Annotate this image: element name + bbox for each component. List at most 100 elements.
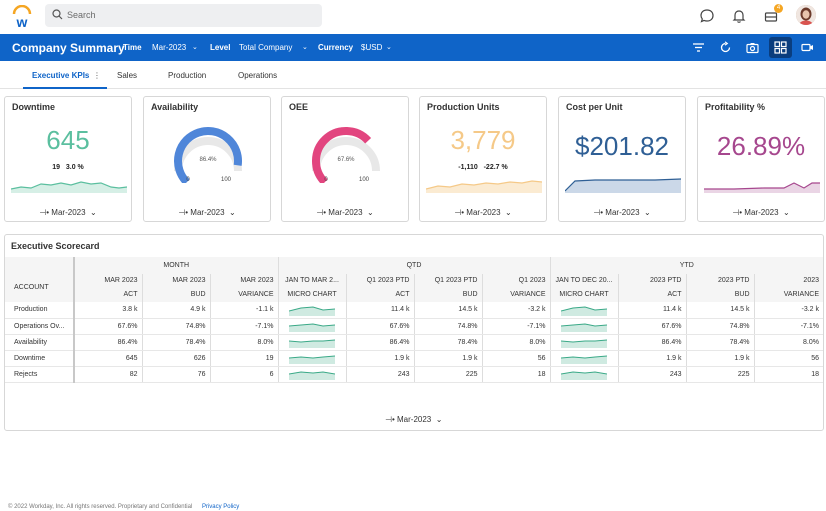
col-header[interactable]: JAN TO DEC 20... MICRO CHART (550, 274, 619, 302)
camera-icon[interactable] (746, 41, 759, 54)
kpi-period-selector[interactable]: ⊣• Mar-2023 ⌄ (282, 208, 408, 217)
tab-sales[interactable]: Sales (117, 71, 138, 80)
gauge-max: 100 (221, 177, 232, 183)
table-cell: 18 (754, 366, 823, 383)
kpi-title: OEE (289, 102, 309, 112)
level-filter-value[interactable]: Total Company (239, 43, 293, 52)
table-cell: 14.5 k (414, 302, 483, 319)
col-header[interactable]: JAN TO MAR 2... MICRO CHART (278, 274, 347, 302)
account-cell[interactable]: Operations Ov... (5, 318, 75, 335)
col-header[interactable]: MAR 2023 BUD (142, 274, 211, 302)
account-cell[interactable]: Rejects (5, 366, 75, 383)
table-cell: 11.4 k (618, 302, 687, 319)
table-cell: -3.2 k (754, 302, 823, 319)
availability-gauge: 86.4% 0 100 (174, 127, 242, 183)
time-chevron-down-icon[interactable]: ⌄ (192, 44, 198, 51)
chevron-down-icon: ⌄ (364, 208, 374, 217)
workday-logo-icon[interactable]: w (10, 5, 34, 29)
table-cell: 74.8% (414, 318, 483, 335)
period-pin-icon: ⊣• (385, 415, 395, 424)
kpi-card-profitability[interactable]: Profitability % 26.89% ⊣• Mar-2023 ⌄ (697, 96, 825, 222)
inbox-icon[interactable] (763, 8, 779, 24)
scorecard-period-selector[interactable]: ⊣• Mar-2023 ⌄ (385, 415, 442, 424)
kpi-period-selector[interactable]: ⊣• Mar-2023 ⌄ (559, 208, 685, 217)
kpi-period: Mar-2023 (51, 208, 86, 217)
col-header[interactable]: 2023 PTD BUD (686, 274, 755, 302)
kpi-card-oee[interactable]: OEE 67.6% 0 100 ⊣• Mar-2023 ⌄ (281, 96, 409, 222)
tab-operations[interactable]: Operations (238, 71, 278, 80)
chevron-down-icon: ⌄ (87, 208, 97, 217)
currency-chevron-down-icon[interactable]: ⌄ (386, 44, 392, 51)
table-row[interactable]: Downtime 645 626 19 1.9 k 1.9 k 56 1.9 k 1.9 k 56 (5, 350, 823, 367)
col-header[interactable]: Q1 2023 PTD ACT (346, 274, 415, 302)
kpi-title: Cost per Unit (566, 102, 623, 112)
table-cell: 8.0% (210, 334, 279, 351)
table-row[interactable]: Production 3.8 k 4.9 k -1.1 k 11.4 k 14.5 k -3… (5, 302, 823, 319)
micro-chart (289, 355, 335, 364)
account-cell[interactable]: Production (5, 302, 75, 319)
video-icon[interactable] (801, 41, 814, 54)
kpi-value: 3,779 (450, 125, 516, 155)
avatar[interactable] (796, 5, 816, 25)
filter-icon[interactable] (692, 41, 705, 54)
kpi-period-selector[interactable]: ⊣• Mar-2023 ⌄ (144, 208, 270, 217)
kpi-card-downtime[interactable]: Downtime 645 19 3.0 % ⊣• Mar-2023 ⌄ (4, 96, 132, 222)
micro-chart-cell (550, 350, 619, 367)
grid-icon (774, 41, 787, 54)
currency-filter-value[interactable]: $USD (361, 43, 383, 52)
scorecard-body: Production 3.8 k 4.9 k -1.1 k 11.4 k 14.5 k -3… (5, 302, 823, 383)
col-header-l1: MAR 2023 (172, 277, 206, 284)
table-cell: 11.4 k (346, 302, 415, 319)
kpi-title: Production Units (427, 102, 500, 112)
refresh-icon[interactable] (719, 41, 732, 54)
col-header[interactable]: 2023 PTD ACT (618, 274, 687, 302)
chat-icon[interactable] (699, 8, 715, 24)
level-chevron-down-icon[interactable]: ⌄ (302, 44, 308, 51)
kpi-card-availability[interactable]: Availability 86.4% 0 100 ⊣• Mar-2023 ⌄ (143, 96, 271, 222)
account-cell[interactable]: Downtime (5, 350, 75, 367)
col-header-l1: MAR 2023 (104, 277, 138, 284)
table-cell: 8.0% (754, 334, 823, 351)
kpi-period-selector[interactable]: ⊣• Mar-2023 ⌄ (5, 208, 131, 217)
tab-production[interactable]: Production (168, 71, 207, 80)
kpi-deltas: 19 3.0 % (5, 164, 131, 171)
col-header[interactable]: MAR 2023 VARIANCE (210, 274, 279, 302)
chevron-down-icon: ⌄ (433, 415, 443, 424)
tab-more-icon[interactable]: ⋮ (93, 71, 101, 80)
dashboard-header: Company Summary Time Mar-2023 ⌄ Level To… (0, 34, 826, 61)
col-header[interactable]: Q1 2023 VARIANCE (482, 274, 551, 302)
table-row[interactable]: Operations Ov... 67.6% 74.8% -7.1% 67.6% 74.8… (5, 318, 823, 335)
col-header[interactable]: 2023 VARIANCE (754, 274, 823, 302)
kpi-period-selector[interactable]: ⊣• Mar-2023 ⌄ (698, 208, 824, 217)
kpi-period-selector[interactable]: ⊣• Mar-2023 ⌄ (420, 208, 546, 217)
kpi-card-cost-per-unit[interactable]: Cost per Unit $201.82 ⊣• Mar-2023 ⌄ (558, 96, 686, 222)
grid-view-button[interactable] (769, 37, 792, 58)
tab-executive-kpis[interactable]: Executive KPIs (32, 71, 90, 80)
account-header[interactable]: ACCOUNT (5, 274, 75, 302)
table-row[interactable]: Availability 86.4% 78.4% 8.0% 86.4% 78.4% 8.0%… (5, 334, 823, 351)
table-cell: 225 (414, 366, 483, 383)
col-header[interactable]: Q1 2023 PTD BUD (414, 274, 483, 302)
scorecard-title: Executive Scorecard (11, 241, 100, 251)
col-header-l2: ACT (123, 291, 138, 298)
period-pin-icon: ⊣• (454, 208, 465, 217)
table-row[interactable]: Rejects 82 76 6 243 225 18 243 225 18 (5, 366, 823, 383)
table-cell: 4.9 k (142, 302, 211, 319)
account-cell[interactable]: Availability (5, 334, 75, 351)
privacy-policy-link[interactable]: Privacy Policy (201, 504, 240, 510)
oee-gauge: 67.6% 0 100 (312, 127, 380, 183)
col-header-l2: BUD (190, 291, 206, 298)
time-filter-value[interactable]: Mar-2023 (152, 43, 187, 52)
kpi-card-production-units[interactable]: Production Units 3,779 -1,110 -22.7 % ⊣•… (419, 96, 547, 222)
kpi-title: Availability (151, 102, 199, 112)
kpi-title: Profitability % (705, 102, 766, 112)
col-header-l2: VARIANCE (238, 291, 274, 298)
micro-chart (289, 323, 335, 332)
search-input[interactable]: Search (45, 4, 322, 27)
col-header[interactable]: MAR 2023 ACT (74, 274, 143, 302)
bell-icon[interactable] (731, 8, 747, 24)
active-tab-indicator (23, 87, 107, 89)
period-pin-icon: ⊣• (178, 208, 189, 217)
gauge-min: 0 (186, 177, 190, 183)
time-filter-label: Time (123, 43, 142, 52)
